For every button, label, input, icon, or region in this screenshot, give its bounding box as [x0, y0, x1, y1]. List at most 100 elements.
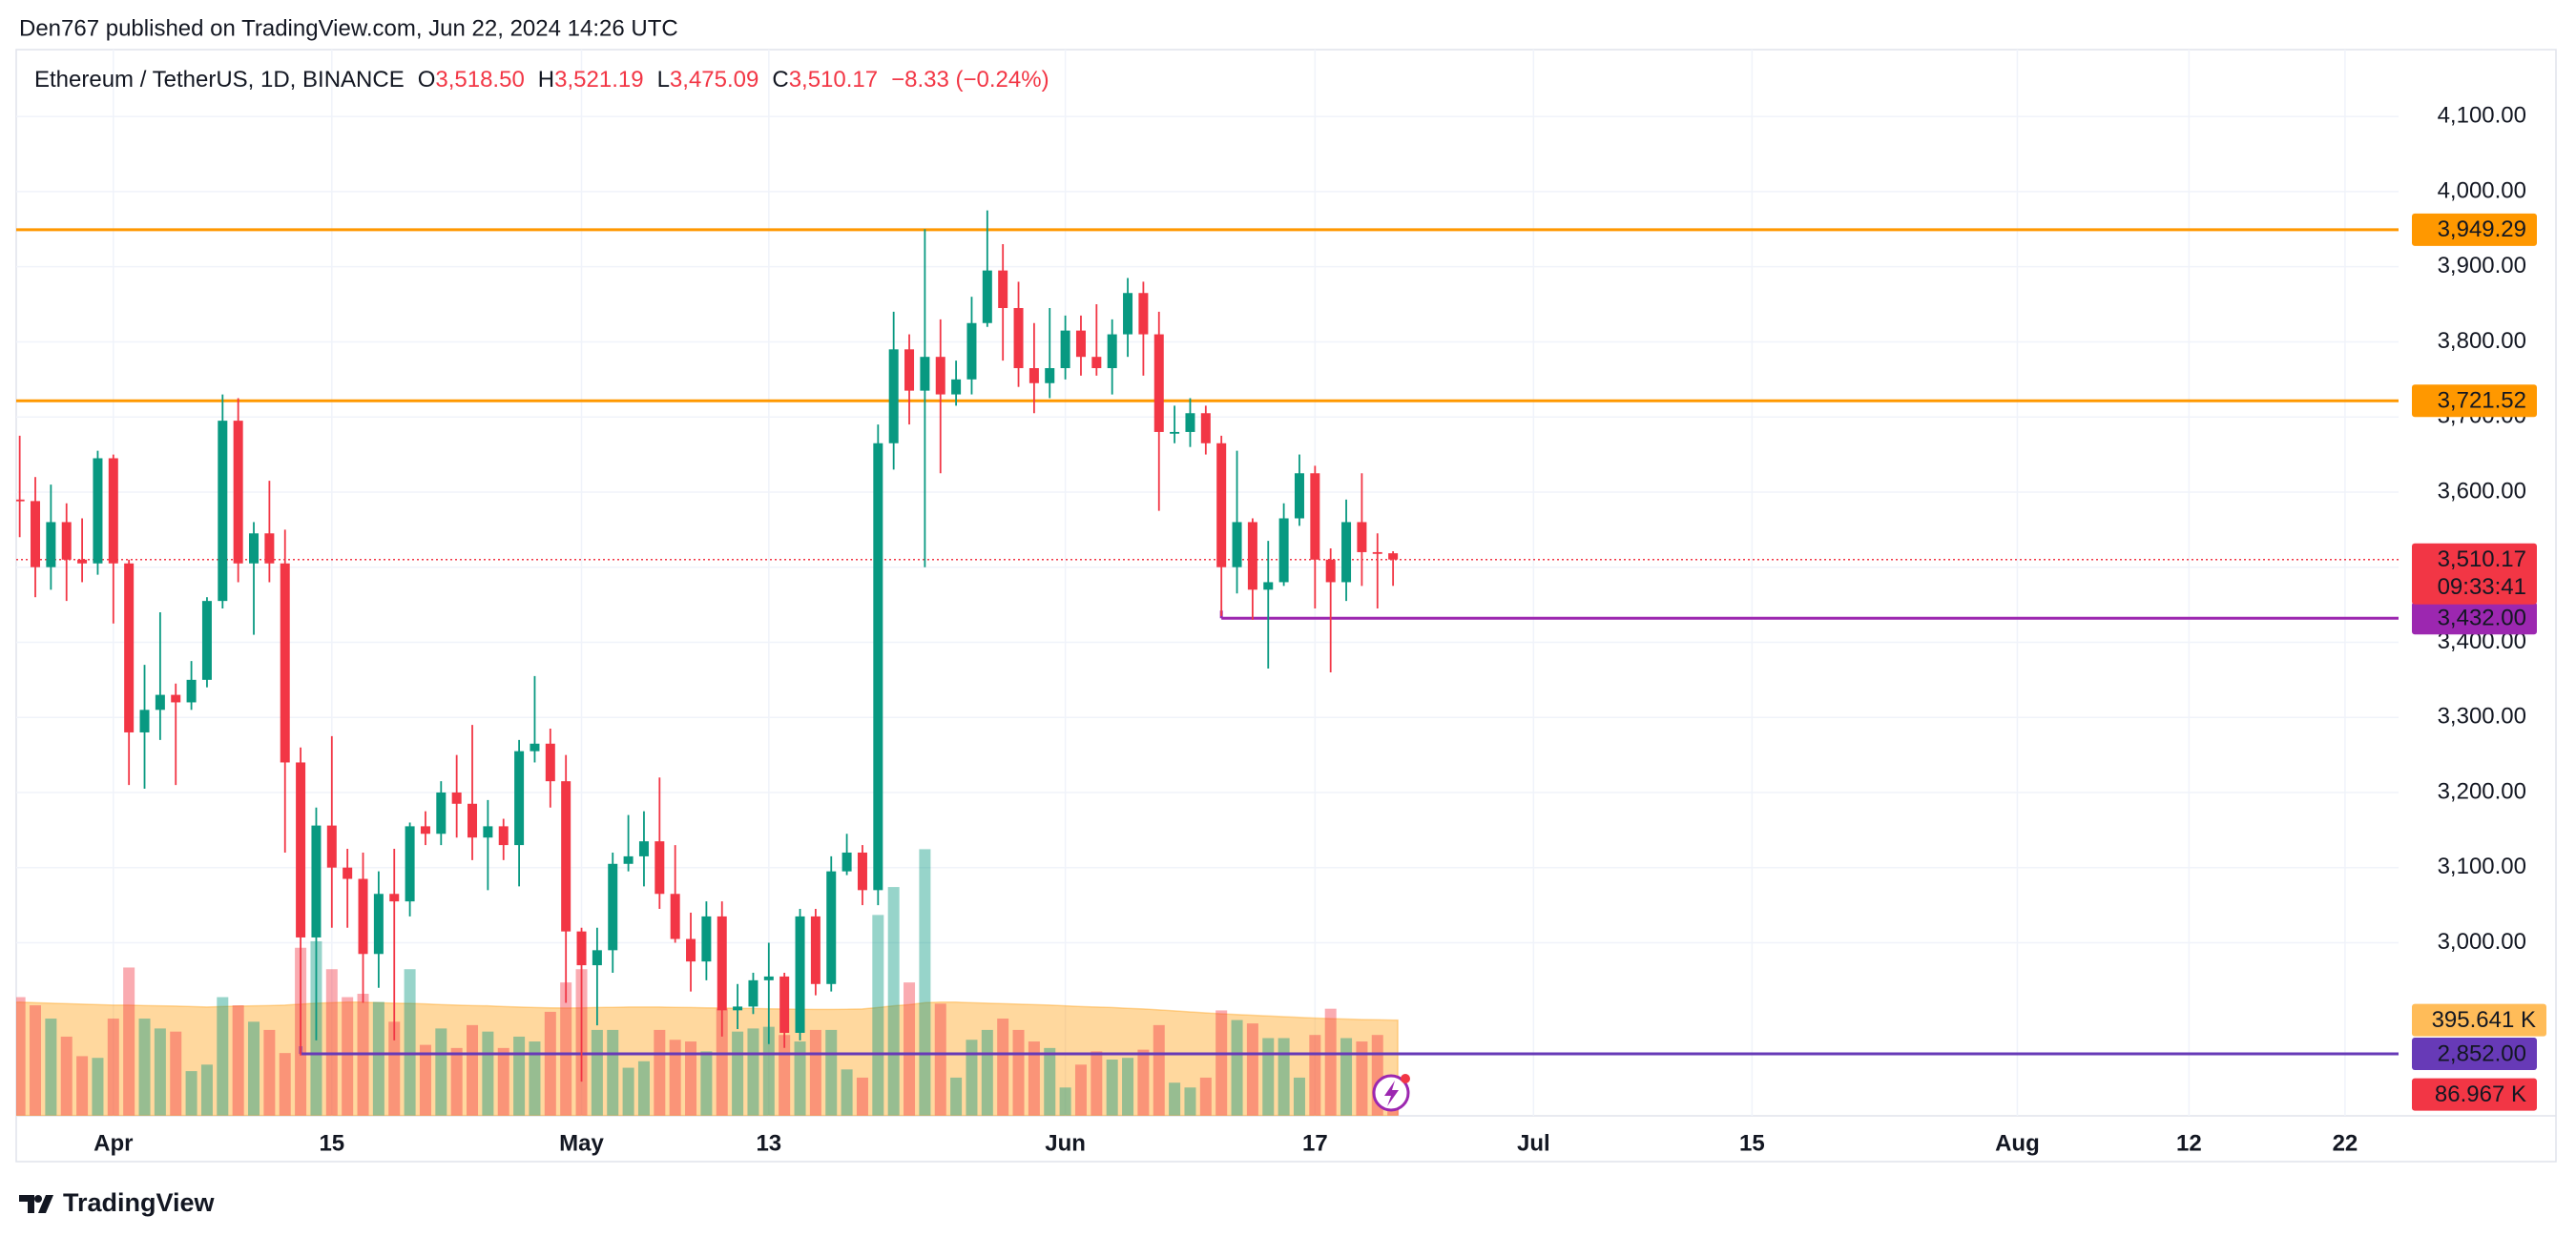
volume-bar [482, 1031, 494, 1116]
level-label-box [2412, 213, 2537, 246]
volume-bar [1106, 1059, 1118, 1116]
volume-bar [1246, 1023, 1258, 1116]
candle-body [763, 976, 774, 980]
candle-body [1185, 413, 1195, 432]
candle-body [998, 270, 1008, 308]
candle-body [623, 855, 634, 864]
candle-body [841, 852, 852, 872]
candle-body [966, 322, 977, 380]
volume-bar [654, 1029, 666, 1116]
brand-logo [19, 1195, 53, 1213]
legend-key: L [657, 67, 670, 93]
volume-bar [372, 1001, 384, 1116]
volume-bar [1309, 1035, 1321, 1116]
candle-body [61, 522, 72, 560]
candle-body [795, 916, 805, 1033]
volume-bar [794, 1041, 806, 1116]
candle-body [171, 694, 181, 703]
volume-bar [60, 1036, 73, 1116]
candle-body [249, 533, 260, 564]
price-label-box [2412, 543, 2537, 605]
volume-bar [45, 1019, 57, 1116]
candle-body [124, 563, 135, 732]
candle-body [951, 379, 962, 395]
candle-body [405, 826, 415, 902]
candle-body [873, 443, 883, 891]
legend-symbol: Ethereum / TetherUS, 1D, BINANCE [34, 67, 405, 93]
y-tick-label: 3,200.00 [2438, 778, 2526, 804]
candle-body [888, 349, 899, 443]
volume-bar [981, 1029, 993, 1116]
volume-bar [1028, 1041, 1040, 1116]
volume-ma-label: 395.641 K [2432, 1007, 2536, 1033]
legend-key: H [538, 67, 554, 93]
level-label: 3,432.00 [2438, 606, 2526, 631]
x-tick-label: 15 [319, 1130, 344, 1156]
volume-bar [762, 1026, 775, 1116]
volume-bar [919, 849, 931, 1116]
candle-body [389, 894, 400, 902]
legend-value: 3,518.50 [435, 67, 524, 93]
volume-bar [1278, 1038, 1290, 1116]
candle-body [920, 357, 930, 391]
candle-body [1075, 330, 1086, 358]
y-tick-label: 3,900.00 [2438, 253, 2526, 278]
volume-bar [497, 1047, 509, 1116]
volume-bar [123, 967, 135, 1116]
volume-bar [1091, 1051, 1103, 1116]
level-label: 3,949.29 [2438, 216, 2526, 242]
volume-bar [529, 1041, 541, 1116]
price-label: 3,510.17 [2438, 546, 2526, 572]
volume-bar [248, 1021, 260, 1116]
candle-body [904, 349, 915, 391]
header: Den767 published on TradingView.com, Jun… [19, 15, 678, 41]
candle-body [326, 825, 337, 868]
volume-bar [997, 1019, 1009, 1116]
level-label-box [2412, 384, 2537, 418]
candle-body [108, 458, 118, 564]
candle-body [638, 841, 649, 856]
level-label-box [2412, 1038, 2537, 1071]
volume-bar [637, 1061, 650, 1116]
candle-body [654, 841, 665, 895]
volume-bar [966, 1040, 978, 1116]
volume-bar [872, 915, 884, 1116]
volume-bar [1340, 1038, 1353, 1116]
volume-bar [435, 1028, 447, 1116]
candle-body [1170, 431, 1180, 434]
volume-bar [622, 1067, 634, 1116]
volume-bar [591, 1029, 603, 1116]
volume-label-box [2412, 1078, 2537, 1111]
brand-name: TradingView [63, 1188, 216, 1217]
candle-body [373, 894, 384, 955]
candle-body [280, 563, 290, 763]
x-tick-label: Jul [1517, 1130, 1550, 1156]
volume-bar [747, 1028, 759, 1116]
volume-bar [154, 1028, 166, 1116]
volume-bar [1356, 1041, 1368, 1116]
volume-bar [30, 1005, 42, 1116]
x-tick-label: 12 [2176, 1130, 2202, 1156]
candle-body [436, 792, 447, 834]
x-tick-label: 22 [2333, 1130, 2358, 1156]
volume-bar [934, 1003, 946, 1116]
candle-body [857, 852, 867, 891]
candle-body [686, 938, 696, 962]
volume-bar [76, 1056, 89, 1116]
candle-body [592, 950, 602, 966]
volume-bar [200, 1064, 213, 1116]
candle-body [93, 458, 103, 564]
volume-bar [263, 1029, 276, 1116]
candle-body [467, 803, 478, 838]
candle-body [1153, 334, 1164, 432]
x-tick-label: Apr [93, 1130, 133, 1156]
candle-body [514, 751, 525, 846]
legend-value: 3,521.19 [554, 67, 643, 93]
candle-body [779, 976, 790, 1033]
candle-body [31, 501, 41, 567]
x-tick-label: 15 [1739, 1130, 1765, 1156]
chart-frame [15, 49, 2557, 1163]
candle-body [358, 878, 368, 955]
